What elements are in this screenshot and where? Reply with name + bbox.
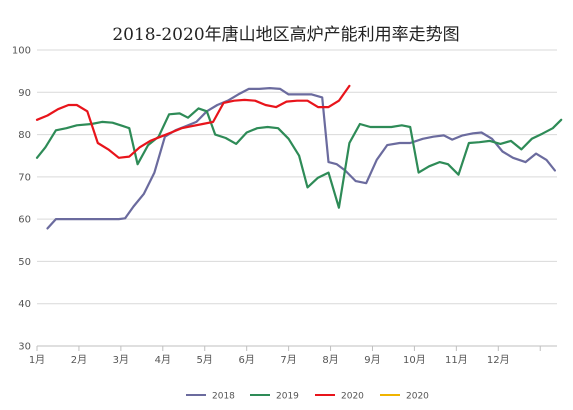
- y-tick-label: 100: [12, 46, 31, 57]
- x-tick-label: 8月: [322, 354, 338, 366]
- chart-title: 2018-2020年唐山地区高炉产能利用率走势图: [112, 24, 459, 45]
- series-line-2: [35, 84, 351, 159]
- legend-label: 2019: [276, 392, 299, 402]
- x-tick-label: 11月: [445, 354, 468, 366]
- y-tick-label: 30: [18, 342, 31, 353]
- x-tick-label: 10月: [403, 354, 426, 366]
- y-tick-label: 70: [18, 172, 31, 183]
- x-tick-label: 4月: [155, 354, 171, 366]
- legend-label: 2020: [406, 392, 429, 402]
- grid-lines: [37, 49, 557, 305]
- y-tick-label: 50: [18, 257, 31, 268]
- y-tick-label: 40: [18, 299, 31, 310]
- x-tick-label: 2月: [71, 354, 87, 366]
- legend-label: 2020: [341, 392, 364, 402]
- axes: 30 40 50 60 70 80 90 100 1月 2月 3月 4月 5月 6月 7月 8月 9月 10月 11…: [12, 46, 557, 366]
- series-lines: [35, 84, 563, 230]
- x-tick-label: 7月: [280, 354, 296, 366]
- y-tick-label: 90: [18, 88, 31, 99]
- x-tick-label: 12月: [487, 354, 510, 366]
- y-tick-label: 80: [18, 130, 31, 141]
- legend: 2018 2019 2020 2020: [186, 392, 429, 402]
- x-tick-label: 1月: [29, 354, 45, 366]
- x-tick-label: 5月: [197, 354, 213, 366]
- x-tick-label: 9月: [364, 354, 380, 366]
- x-tick-label: 6月: [238, 354, 254, 366]
- series-line-1: [35, 107, 563, 209]
- x-tick-label: 3月: [113, 354, 129, 366]
- y-tick-label: 60: [18, 215, 31, 226]
- series-line-0: [46, 87, 556, 230]
- legend-label: 2018: [212, 392, 235, 402]
